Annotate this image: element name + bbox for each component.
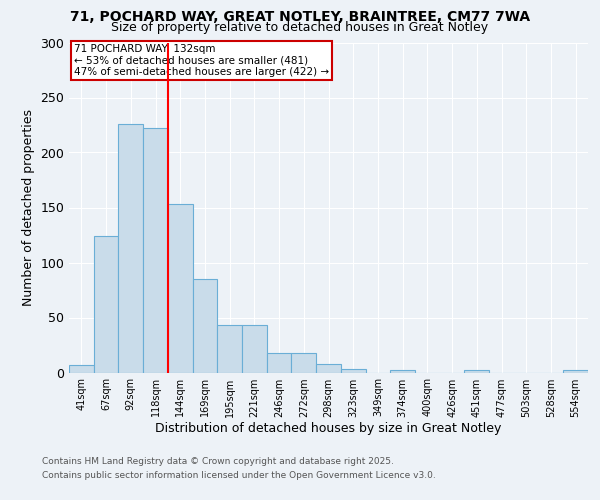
Bar	[292, 352, 316, 372]
Bar	[341, 369, 365, 372]
Bar	[118, 124, 143, 372]
Bar	[69, 365, 94, 372]
Bar	[94, 236, 118, 372]
Bar	[193, 279, 217, 372]
Bar	[563, 370, 588, 372]
Bar	[242, 325, 267, 372]
Bar	[390, 370, 415, 372]
Bar	[217, 325, 242, 372]
Text: Contains public sector information licensed under the Open Government Licence v3: Contains public sector information licen…	[42, 471, 436, 480]
Bar	[168, 204, 193, 372]
Text: Contains HM Land Registry data © Crown copyright and database right 2025.: Contains HM Land Registry data © Crown c…	[42, 458, 394, 466]
Text: Size of property relative to detached houses in Great Notley: Size of property relative to detached ho…	[112, 21, 488, 34]
Bar	[316, 364, 341, 372]
Bar	[143, 128, 168, 372]
X-axis label: Distribution of detached houses by size in Great Notley: Distribution of detached houses by size …	[155, 422, 502, 436]
Y-axis label: Number of detached properties: Number of detached properties	[22, 109, 35, 306]
Bar	[267, 352, 292, 372]
Text: 71 POCHARD WAY: 132sqm
← 53% of detached houses are smaller (481)
47% of semi-de: 71 POCHARD WAY: 132sqm ← 53% of detached…	[74, 44, 329, 78]
Bar	[464, 370, 489, 372]
Text: 71, POCHARD WAY, GREAT NOTLEY, BRAINTREE, CM77 7WA: 71, POCHARD WAY, GREAT NOTLEY, BRAINTREE…	[70, 10, 530, 24]
